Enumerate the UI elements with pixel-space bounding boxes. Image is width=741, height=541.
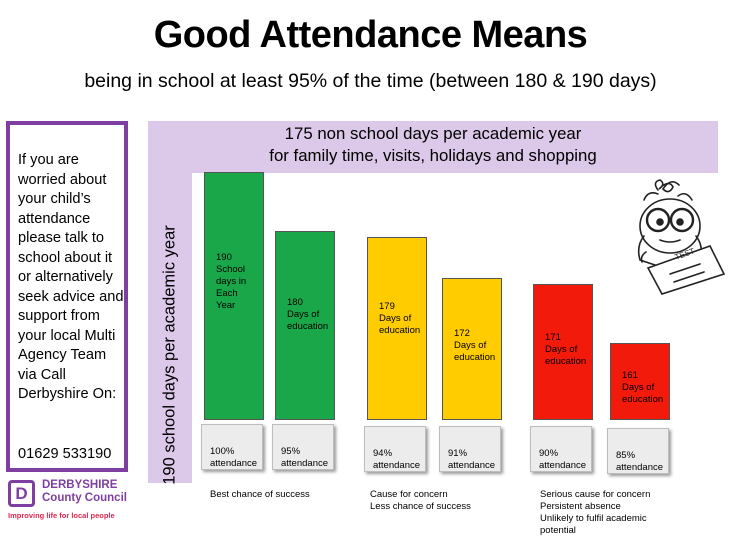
child-cartoon-icon: TEST: [637, 179, 726, 295]
advice-message: If you are worried about your child’s at…: [18, 152, 124, 402]
attendance-label: 85% attendance: [616, 450, 664, 473]
group-caption: Best chance of success: [210, 489, 310, 500]
logo-council: County Council: [42, 492, 127, 504]
attendance-box: [364, 426, 426, 472]
attendance-box: [530, 426, 592, 472]
page-title: Good Attendance Means: [153, 14, 588, 56]
attendance-label: 100% attendance: [210, 446, 258, 469]
advice-panel: If you are worried about your child’s at…: [6, 121, 128, 472]
attendance-box: [439, 426, 501, 472]
bar-label: 179 Days of education: [379, 301, 421, 337]
attendance-bar: [610, 343, 670, 420]
attendance-box: [607, 428, 669, 474]
attendance-label: 90% attendance: [539, 448, 587, 471]
derbyshire-logo: D DERBYSHIRE County Council Improving li…: [8, 479, 143, 529]
bar-label: 190 School days in Each Year: [216, 252, 247, 312]
attendance-bar: [367, 236, 427, 420]
bar-label: 172 Days of education: [454, 327, 496, 363]
attendance-bar: [442, 278, 502, 420]
group-caption: Cause for concern Less chance of success: [370, 489, 471, 512]
bar-label: 161 Days of education: [622, 370, 664, 406]
banner-line-2: for family time, visits, holidays and sh…: [269, 146, 597, 165]
logo-name: DERBYSHIRE: [42, 479, 118, 491]
axis-strip: [148, 121, 192, 483]
attendance-label: 94% attendance: [373, 448, 421, 471]
bar-label: 171 Days of education: [545, 331, 587, 367]
attendance-bar: [204, 172, 264, 420]
attendance-label: 91% attendance: [448, 448, 496, 471]
attendance-label: 95% attendance: [281, 446, 329, 469]
logo-tagline: Improving life for local people: [8, 511, 115, 520]
attendance-box: [201, 424, 263, 470]
attendance-box: [272, 424, 334, 470]
attendance-bar: [275, 231, 335, 420]
group-caption: Serious cause for concern Persistent abs…: [540, 489, 651, 536]
page-subtitle: being in school at least 95% of the time…: [84, 70, 657, 92]
non-school-days-banner: [148, 121, 718, 173]
bar-label: 180 Days of education: [287, 297, 329, 333]
banner-line-1: 175 non school days per academic year: [284, 124, 582, 143]
logo-mark-icon: D: [8, 480, 35, 507]
banner-text: 175 non school days per academic year fo…: [148, 123, 718, 167]
attendance-bar: [533, 284, 593, 420]
phone-number: 01629 533190: [18, 446, 112, 462]
y-axis-label: 190 school days per academic year: [160, 225, 179, 485]
